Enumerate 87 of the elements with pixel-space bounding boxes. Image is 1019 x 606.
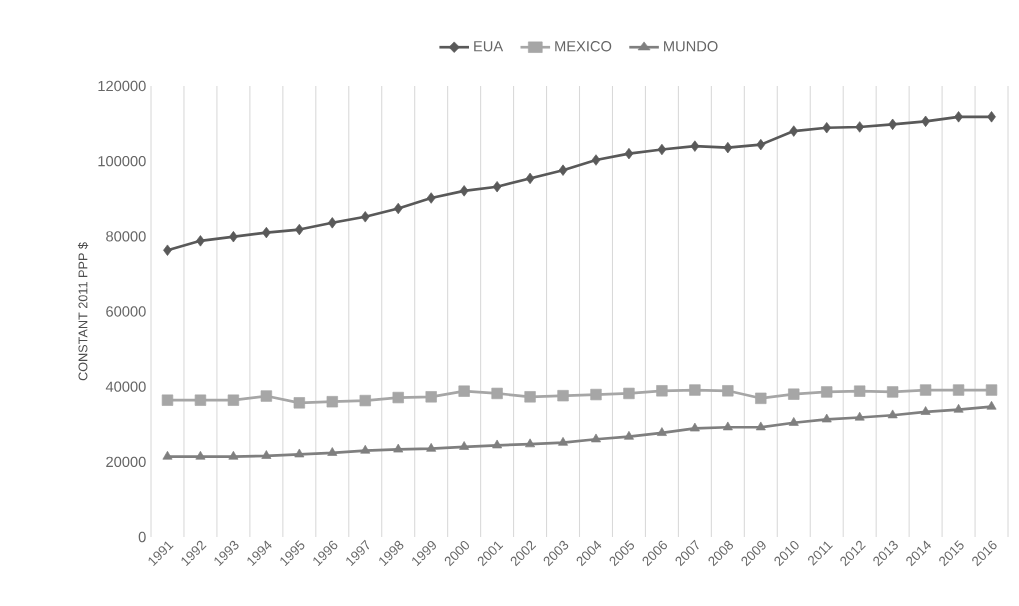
point [426,443,437,452]
point [755,392,767,404]
point [723,141,733,154]
point [854,385,866,397]
legend-label: MEXICO [555,41,612,52]
point [294,223,304,236]
point [524,391,536,403]
point [196,235,205,247]
point [359,394,371,407]
point [360,444,371,454]
point [623,430,634,440]
point [459,441,470,450]
point [656,427,667,436]
point [624,147,634,160]
point [227,394,240,406]
point [229,231,238,243]
y-tick-label: 60000 [106,306,146,317]
point [590,388,602,401]
y-tick-label: 40000 [105,381,146,392]
point [591,433,601,443]
point [657,143,667,156]
point [756,138,766,151]
point [788,388,800,400]
point [623,387,635,400]
point [656,385,668,397]
point [492,439,503,449]
point [393,443,404,453]
point [821,413,832,423]
point [822,122,832,134]
legend-label: MUNDO [664,41,718,52]
point [755,421,766,431]
point [854,411,865,421]
point [952,384,965,396]
point [986,400,997,410]
point [954,111,963,123]
y-tick-label: 80000 [106,231,146,242]
point [327,217,337,229]
legend-label: EUA [474,41,504,52]
point [228,450,239,460]
point [821,386,833,398]
point [920,406,931,415]
point [326,396,338,408]
point [789,125,799,137]
point [392,391,404,404]
point [426,192,436,204]
point [921,115,930,127]
point [162,450,173,460]
point [261,450,272,459]
point [425,391,437,403]
point [689,422,700,432]
point [195,450,206,460]
point [260,390,273,402]
y-tick-label: 20000 [106,456,146,468]
point [360,211,370,223]
point [919,384,932,396]
point [163,244,172,256]
point [591,154,601,166]
point [722,385,734,397]
point [458,385,470,397]
y-axis-title: CONSTANT 2011 PPP $ [77,242,89,381]
point [161,394,174,406]
point [491,387,503,400]
point [558,436,568,446]
point [557,390,569,402]
point [987,111,996,123]
point [393,202,403,215]
y-tick-label: 100000 [98,155,146,167]
point [985,384,998,396]
point [492,181,502,193]
point [886,386,899,398]
y-tick-label: 120000 [98,80,146,92]
point [558,164,568,176]
point [525,438,536,448]
point [689,384,701,396]
point [953,403,964,413]
y-tick-label: 0 [138,531,146,543]
point [293,397,306,409]
point [194,394,207,406]
point [690,140,700,152]
point [788,417,799,426]
point [327,447,338,456]
point [294,448,305,458]
point [887,409,898,419]
point [888,118,897,130]
point [459,185,469,197]
point [722,421,733,431]
point [525,172,535,185]
